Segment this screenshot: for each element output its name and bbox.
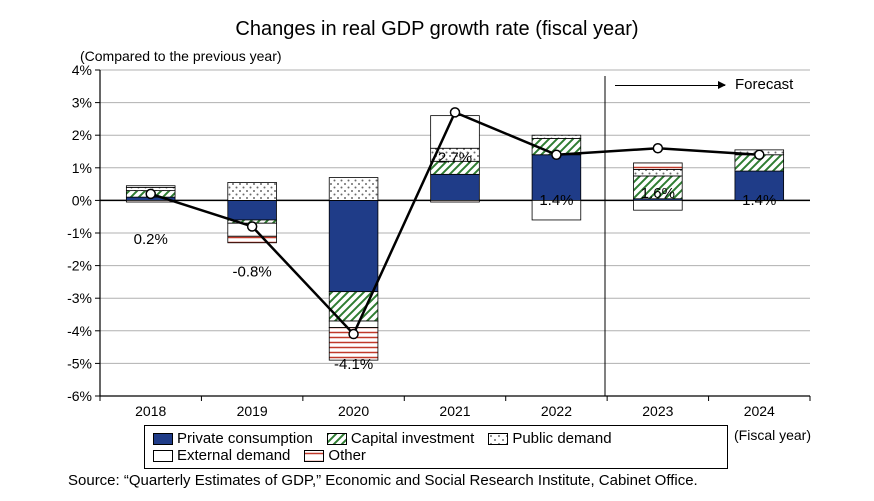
legend-item-other: Other [304,447,366,464]
gdp-marker [349,330,358,339]
x-axis-label: (Fiscal year) [734,427,811,443]
svg-text:2020: 2020 [338,403,369,419]
svg-text:-3%: -3% [67,290,92,306]
bar-public [532,135,581,138]
svg-text:2019: 2019 [237,403,268,419]
legend-item-external: External demand [153,447,290,464]
svg-text:2023: 2023 [642,403,673,419]
legend-item-capital: Capital investment [327,430,474,447]
bar-private [329,200,378,291]
svg-text:2%: 2% [72,127,92,143]
bar-other [634,163,683,170]
svg-text:-5%: -5% [67,355,92,371]
bar-other [228,236,277,243]
svg-text:-2%: -2% [67,258,92,274]
bar-other [431,200,480,202]
svg-text:2021: 2021 [439,403,470,419]
svg-text:0%: 0% [72,192,92,208]
legend-item-private: Private consumption [153,430,313,447]
svg-text:2018: 2018 [135,403,166,419]
forecast-arrow [615,85,725,86]
bar-external [329,321,378,328]
bar-external [126,186,175,188]
svg-text:-6%: -6% [67,388,92,404]
svg-text:-4%: -4% [67,323,92,339]
bar-private [431,174,480,200]
gdp-value-label: -4.1% [334,356,373,373]
forecast-label: Forecast [735,76,793,93]
svg-text:4%: 4% [72,62,92,78]
svg-text:3%: 3% [72,95,92,111]
bar-private [228,200,277,220]
gdp-marker [755,150,764,159]
svg-text:2024: 2024 [744,403,775,419]
legend: Private consumption Capital investment Pub… [144,425,728,469]
svg-text:1%: 1% [72,160,92,176]
gdp-marker [552,150,561,159]
bar-public [634,169,683,176]
gdp-marker [451,108,460,117]
svg-text:2022: 2022 [541,403,572,419]
gdp-marker [248,222,257,231]
gdp-value-label: 1.6% [641,185,675,202]
bar-public [228,182,277,200]
svg-text:-1%: -1% [67,225,92,241]
gdp-value-label: 1.4% [742,192,776,209]
gdp-value-label: 0.2% [134,231,168,248]
gdp-marker [653,144,662,153]
gdp-value-label: 1.4% [539,192,573,209]
gdp-value-label: 2.7% [438,149,472,166]
gdp-marker [146,189,155,198]
legend-item-public: Public demand [488,430,611,447]
source-text: Source: “Quarterly Estimates of GDP,” Ec… [68,472,698,489]
gdp-value-label: -0.8% [233,263,272,280]
bar-public [329,178,378,201]
